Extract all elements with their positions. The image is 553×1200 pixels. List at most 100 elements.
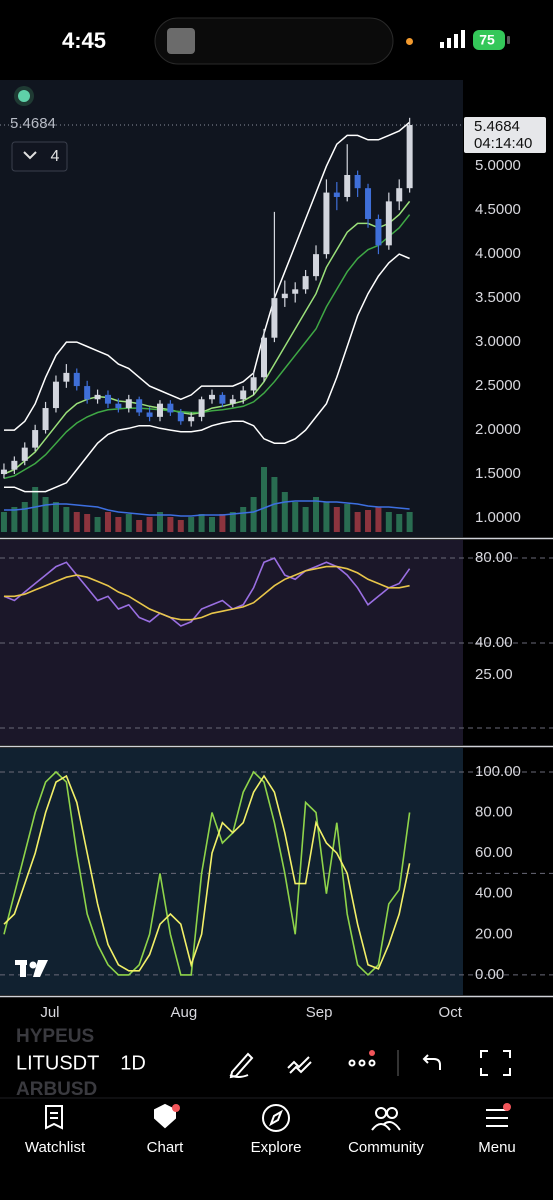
charts: 1.0000 1.5000 2.0000 2.5000 3.0000 3.5000 4.00…: [0, 78, 553, 1021]
indicator-line: [4, 565, 410, 621]
candle-body: [52, 381, 59, 409]
candle-body: [375, 218, 382, 246]
volume-bar: [385, 512, 392, 532]
candle-body: [302, 276, 309, 290]
y-tick-label: 4.0000: [475, 245, 521, 262]
island-thumb: [167, 28, 195, 54]
candle-body: [63, 372, 70, 382]
volume-bar: [365, 510, 372, 532]
candle-body: [167, 403, 174, 413]
nav: Watchlist Chart Explore Community Menu: [25, 1139, 516, 1156]
candle-body: [406, 124, 413, 189]
candle-body: [344, 174, 351, 197]
volume-bar: [323, 502, 330, 532]
nav-label[interactable]: Menu: [478, 1139, 516, 1156]
volume-bar: [292, 502, 299, 532]
candle-body: [115, 403, 122, 409]
candle-body: [42, 408, 49, 431]
candle-body: [396, 188, 403, 202]
battery-level: 75: [479, 32, 495, 48]
candle-body: [281, 293, 288, 299]
volume-bar: [281, 492, 288, 532]
volume-bar: [73, 512, 80, 532]
symbol-current[interactable]: LITUSDT: [16, 1052, 99, 1074]
volume-bar: [208, 517, 215, 532]
signal: [440, 30, 465, 48]
axis-bg: [463, 78, 553, 537]
y-tick-label: 1.5000: [475, 465, 521, 482]
volume-bar: [156, 512, 163, 532]
candle-body: [198, 399, 205, 417]
nav-label[interactable]: Explore: [251, 1139, 302, 1156]
volume-bar: [32, 487, 39, 532]
volume-bar: [219, 514, 226, 532]
x-tick-label: Sep: [306, 1004, 333, 1021]
y-tick-label: 80.00: [475, 804, 513, 821]
volume-bar: [11, 507, 18, 532]
battery-tip: [507, 36, 510, 44]
volume-bar: [0, 512, 7, 532]
volume-bar: [261, 467, 268, 532]
candle-body: [208, 394, 215, 400]
volume-ma: [4, 500, 410, 517]
y-tick-label: 20.00: [475, 925, 513, 942]
symbol-prev[interactable]: HYPEUS: [16, 1026, 94, 1047]
explore-icon[interactable]: [262, 1104, 290, 1132]
y-tick-label: 100.00: [475, 763, 521, 780]
volume-bar: [396, 514, 403, 532]
volume-bar: [344, 504, 351, 532]
volume-bar: [229, 512, 236, 532]
draw-icon[interactable]: [229, 1052, 254, 1079]
nav-label[interactable]: Community: [348, 1139, 424, 1156]
privacy-dot: [406, 38, 413, 45]
candle-body: [32, 430, 39, 448]
overlay-line: [3, 200, 411, 475]
menu-icon[interactable]: [486, 1109, 508, 1127]
y-tick-label: 3.0000: [475, 333, 521, 350]
y-tick-label: 2.0000: [475, 421, 521, 438]
battery: [473, 30, 505, 50]
chevron: [23, 151, 37, 160]
community-icon: [371, 1121, 401, 1131]
volume-bar: [250, 497, 257, 532]
watchlist-icon[interactable]: [45, 1105, 63, 1130]
nav-label[interactable]: Chart: [147, 1139, 185, 1156]
candle-body: [156, 403, 163, 417]
candle-body: [271, 298, 278, 338]
symbol-next[interactable]: ARBUSD: [16, 1079, 97, 1100]
candle-body: [365, 188, 372, 219]
candle-body: [188, 416, 195, 422]
price-tag-countdown: 04:14:40: [474, 135, 532, 152]
volume-bar: [198, 514, 205, 532]
y-tick-label: 60.00: [475, 844, 513, 861]
y-tick-label: 25.00: [475, 666, 513, 683]
candle-body: [177, 412, 184, 422]
more-dot[interactable]: [348, 1059, 356, 1067]
x-tick-label: Oct: [439, 1004, 463, 1021]
clock: 4:45: [62, 28, 106, 53]
indicator-toggle[interactable]: [11, 141, 68, 172]
toolbar-icons: [229, 1050, 511, 1079]
candle-body: [21, 447, 28, 461]
trend-icon[interactable]: [287, 1056, 312, 1074]
nav-label[interactable]: Watchlist: [25, 1139, 86, 1156]
chart-icon[interactable]: [154, 1103, 176, 1129]
interval[interactable]: 1D: [120, 1052, 146, 1074]
price-tag: [464, 116, 546, 153]
status-dot: [18, 90, 30, 102]
price-label: 5.4684: [10, 115, 56, 132]
more-dot: [358, 1059, 366, 1067]
indicator-line: [3, 774, 411, 972]
y-tick-label: 2.5000: [475, 377, 521, 394]
candle-body: [323, 192, 330, 255]
badge: [172, 1104, 180, 1112]
candle-body: [104, 394, 111, 404]
overlay-line: [4, 121, 411, 431]
undo-icon[interactable]: [422, 1054, 441, 1070]
volume-bar: [375, 507, 382, 532]
tv-logo: [15, 960, 48, 977]
fullscreen-icon[interactable]: [480, 1050, 511, 1076]
volume-bar: [188, 517, 195, 532]
